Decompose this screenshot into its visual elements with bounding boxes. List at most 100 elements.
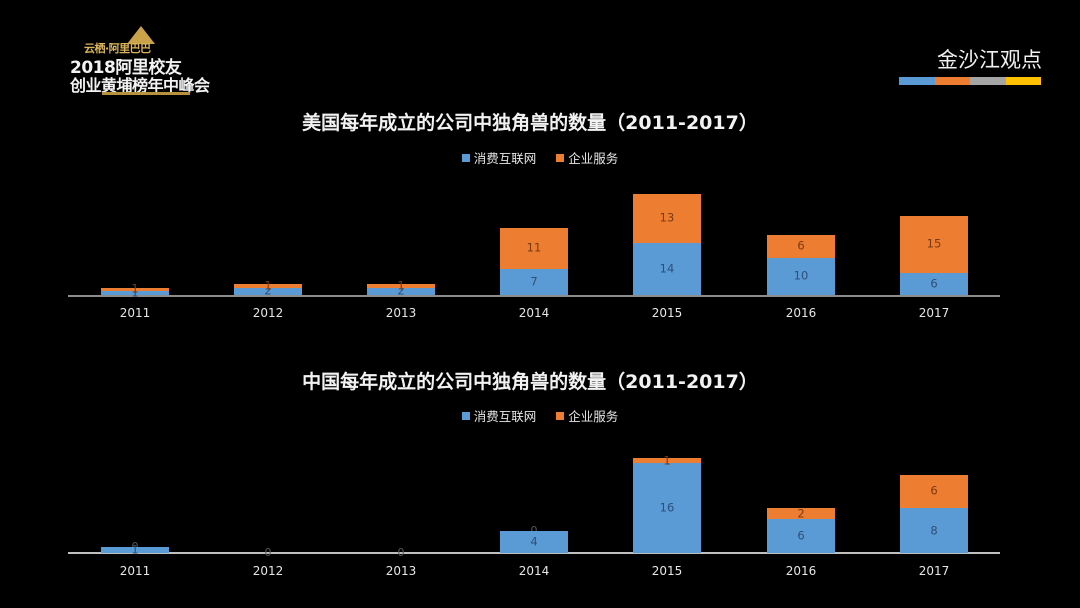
legend-label-enterprise: 企业服务 xyxy=(568,151,619,166)
x-tick-label: 2017 xyxy=(918,564,950,578)
consumer-segment: 7 xyxy=(500,268,568,295)
data-label: 6 xyxy=(930,276,938,290)
data-label: 1 xyxy=(663,452,671,467)
enterprise-segment: 1 xyxy=(633,452,701,467)
data-label: 13 xyxy=(659,210,675,225)
enterprise-segment: 15 xyxy=(900,216,968,273)
logo-line-2: 创业黄埔榜年中峰会 xyxy=(70,76,210,95)
us-chart-legend: 消费互联网 企业服务 xyxy=(0,148,1080,167)
data-label: 14 xyxy=(659,261,675,275)
us-bar-2016: 10 6 xyxy=(767,235,835,295)
brand-color-bar xyxy=(899,77,1041,85)
consumer-segment: 2 xyxy=(367,283,435,298)
data-label: 1 xyxy=(397,277,405,292)
x-tick-label: 2013 xyxy=(385,564,417,578)
legend-item-consumer: 消费互联网 xyxy=(461,406,536,425)
data-label: 7 xyxy=(530,274,538,289)
brand-bar-segment xyxy=(970,77,1006,85)
us-x-axis xyxy=(68,295,1000,297)
consumer-segment: 1 xyxy=(101,287,169,298)
x-tick-label: 2015 xyxy=(651,306,683,320)
x-tick-label: 2012 xyxy=(252,306,284,320)
consumer-swatch-icon xyxy=(461,411,470,420)
legend-item-consumer: 消费互联网 xyxy=(461,148,537,167)
us-bar-2017: 6 15 xyxy=(900,216,968,295)
x-tick-label: 2012 xyxy=(252,564,284,578)
zero-data-label: 0 xyxy=(125,541,145,552)
logo-tagline: 云栖·阿里巴巴 xyxy=(84,42,151,55)
x-tick-label: 2014 xyxy=(518,306,550,320)
brand-bar-segment xyxy=(934,77,970,85)
consumer-segment: 16 xyxy=(633,463,701,553)
cn-bar-2014: 4 xyxy=(500,530,568,553)
zero-data-label: 0 xyxy=(264,546,272,559)
data-label: 2 xyxy=(397,283,405,298)
data-label: 1 xyxy=(131,285,139,300)
data-label: 4 xyxy=(530,534,538,549)
consumer-segment: 8 xyxy=(900,508,968,553)
x-tick-label: 2013 xyxy=(385,306,417,320)
x-tick-label: 2014 xyxy=(518,564,550,578)
enterprise-segment: 11 xyxy=(500,227,568,269)
data-label: 1 xyxy=(131,542,139,557)
event-logo: 云栖·阿里巴巴 2018阿里校友 创业黄埔榜年中峰会 xyxy=(70,26,210,98)
zero-data-label: 0 xyxy=(524,525,544,536)
enterprise-swatch-icon xyxy=(556,411,565,420)
data-label: 1 xyxy=(131,281,139,296)
brand-bar-segment xyxy=(1005,77,1041,85)
x-tick-label: 2015 xyxy=(651,564,683,578)
x-tick-label: 2016 xyxy=(785,306,817,320)
us-chart-title: 美国每年成立的公司中独角兽的数量（2011-2017） xyxy=(302,112,758,134)
consumer-segment: 4 xyxy=(500,530,568,553)
legend-item-enterprise: 企业服务 xyxy=(556,406,618,425)
cn-x-axis xyxy=(68,552,1000,554)
data-label: 6 xyxy=(797,528,805,543)
x-tick-label: 2011 xyxy=(119,564,151,578)
cn-bar-2011: 1 xyxy=(101,542,169,557)
logo-base-bar xyxy=(102,92,190,95)
enterprise-segment: 1 xyxy=(101,283,169,294)
cn-chart-title: 中国每年成立的公司中独角兽的数量（2011-2017） xyxy=(302,371,758,393)
enterprise-segment: 2 xyxy=(767,506,835,521)
legend-label-consumer: 消费互联网 xyxy=(473,151,537,166)
data-label: 6 xyxy=(930,483,938,498)
cn-bar-2015: 16 1 xyxy=(633,452,701,553)
legend-label-enterprise: 企业服务 xyxy=(568,409,619,424)
consumer-segment: 6 xyxy=(900,272,968,295)
logo-triangle-icon xyxy=(127,26,155,44)
consumer-segment: 1 xyxy=(101,542,169,557)
enterprise-segment: 6 xyxy=(900,474,968,509)
enterprise-swatch-icon xyxy=(556,153,565,162)
brand-bar-segment xyxy=(899,77,935,85)
enterprise-segment: 6 xyxy=(767,235,835,258)
brand-title: 金沙江观点 xyxy=(937,48,1042,72)
consumer-segment: 14 xyxy=(633,242,701,295)
x-tick-label: 2016 xyxy=(785,564,817,578)
x-tick-label: 2011 xyxy=(119,306,151,320)
us-bar-2014: 7 11 xyxy=(500,227,568,295)
data-label: 15 xyxy=(926,236,942,251)
data-label: 6 xyxy=(797,238,805,253)
data-label: 16 xyxy=(659,500,675,515)
data-label: 1 xyxy=(264,277,272,292)
consumer-swatch-icon xyxy=(461,153,470,162)
cn-chart-legend: 消费互联网 企业服务 xyxy=(0,406,1080,425)
enterprise-segment: 1 xyxy=(367,279,435,290)
data-label: 2 xyxy=(797,506,805,521)
enterprise-segment: 1 xyxy=(234,279,302,290)
us-unicorn-chart: 美国每年成立的公司中独角兽的数量（2011-2017） 消费互联网 企业服务 1… xyxy=(0,112,1080,320)
data-label: 11 xyxy=(526,240,542,255)
consumer-segment: 10 xyxy=(767,257,835,295)
zero-data-label: 0 xyxy=(397,546,405,559)
x-tick-label: 2017 xyxy=(918,306,950,320)
data-label: 10 xyxy=(793,268,809,283)
enterprise-segment: 13 xyxy=(633,193,701,243)
consumer-segment: 6 xyxy=(767,519,835,553)
consumer-segment: 2 xyxy=(234,285,302,296)
us-bar-2015: 14 13 xyxy=(633,193,701,295)
